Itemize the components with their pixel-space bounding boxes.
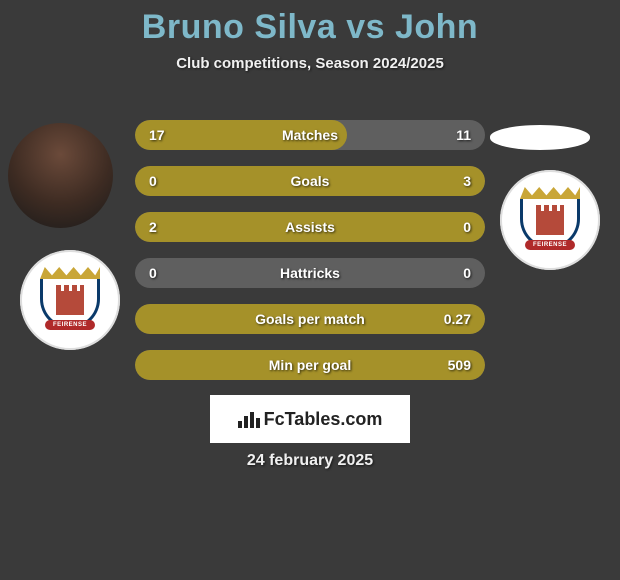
stat-row: Min per goal509 xyxy=(135,350,485,380)
player2-club-crest: FEIRENSE xyxy=(500,170,600,270)
player1-name: Bruno Silva xyxy=(142,8,336,46)
subtitle: Club competitions, Season 2024/2025 xyxy=(0,55,620,72)
stat-value-right: 0 xyxy=(463,212,471,242)
stat-row: 0Hattricks0 xyxy=(135,258,485,288)
stat-label: Matches xyxy=(135,120,485,150)
stat-value-right: 509 xyxy=(448,350,471,380)
stat-label: Goals per match xyxy=(135,304,485,334)
crown-icon xyxy=(520,187,580,199)
shield-icon: FEIRENSE xyxy=(40,279,100,329)
stat-row: 2Assists0 xyxy=(135,212,485,242)
player2-photo xyxy=(490,125,590,150)
shield-icon: FEIRENSE xyxy=(520,199,580,249)
stat-label: Hattricks xyxy=(135,258,485,288)
stat-value-right: 11 xyxy=(456,120,471,150)
page-title: Bruno Silva vs John xyxy=(0,0,620,47)
crest-banner-text: FEIRENSE xyxy=(525,240,575,250)
stat-value-right: 3 xyxy=(463,166,471,196)
stat-row: Goals per match0.27 xyxy=(135,304,485,334)
bar-chart-icon xyxy=(238,410,260,428)
player1-photo xyxy=(8,123,113,228)
player2-name: John xyxy=(395,8,478,46)
stat-label: Assists xyxy=(135,212,485,242)
castle-icon xyxy=(56,291,84,315)
stat-value-right: 0 xyxy=(463,258,471,288)
stats-area: 17Matches110Goals32Assists00Hattricks0Go… xyxy=(135,120,485,396)
fctables-logo: FcTables.com xyxy=(210,395,410,443)
stat-label: Goals xyxy=(135,166,485,196)
logo-text: FcTables.com xyxy=(264,409,383,430)
date-line: 24 february 2025 xyxy=(0,452,620,470)
stat-row: 17Matches11 xyxy=(135,120,485,150)
crest-banner-text: FEIRENSE xyxy=(45,320,95,330)
vs-text: vs xyxy=(346,8,385,46)
stat-label: Min per goal xyxy=(135,350,485,380)
crown-icon xyxy=(40,267,100,279)
stat-value-right: 0.27 xyxy=(444,304,471,334)
stat-row: 0Goals3 xyxy=(135,166,485,196)
player1-club-crest: FEIRENSE xyxy=(20,250,120,350)
castle-icon xyxy=(536,211,564,235)
